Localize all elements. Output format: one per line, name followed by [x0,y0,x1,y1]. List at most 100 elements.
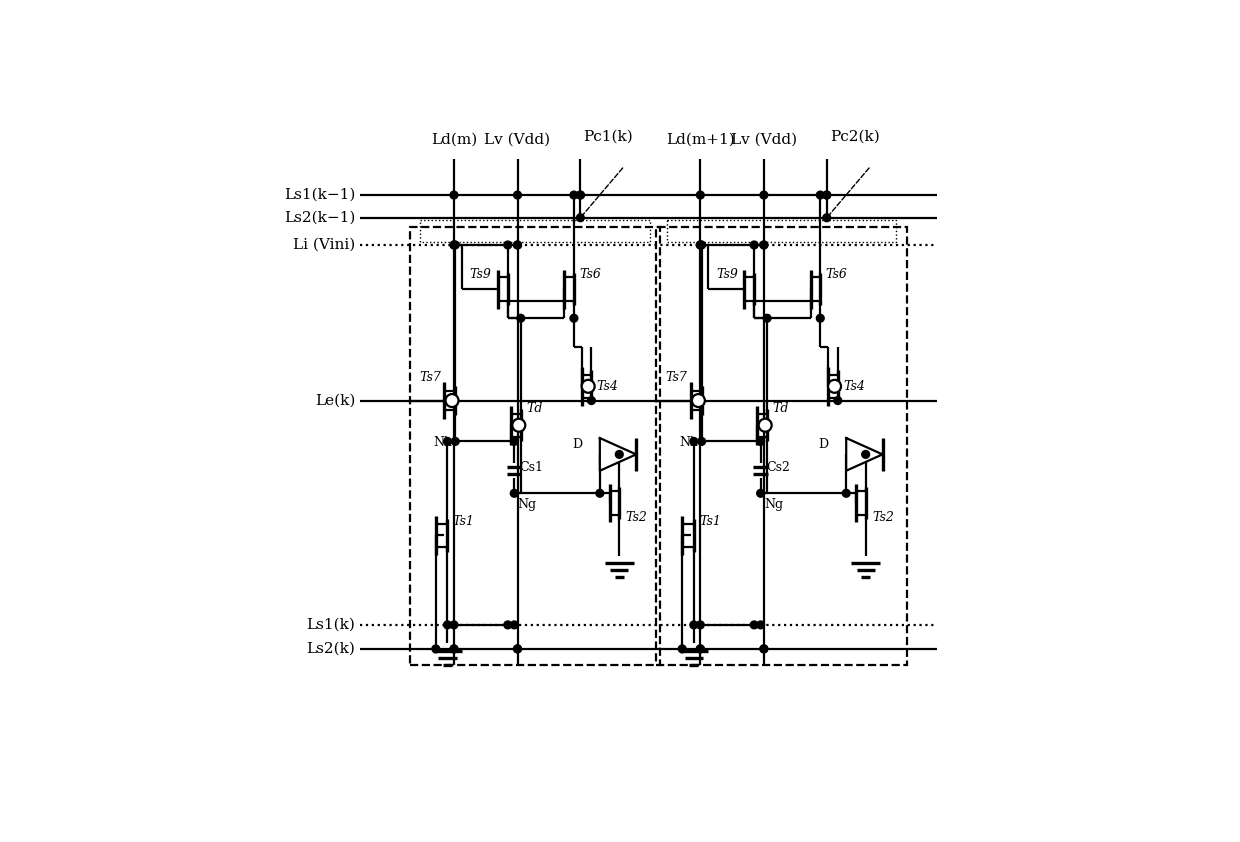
Circle shape [451,241,459,249]
Circle shape [697,645,704,653]
Circle shape [432,645,440,653]
Text: Ls2(k−1): Ls2(k−1) [284,210,356,225]
Circle shape [582,380,595,392]
Circle shape [678,645,686,653]
Circle shape [760,191,768,199]
Circle shape [697,241,704,249]
Text: Li (Vini): Li (Vini) [293,238,356,252]
Circle shape [756,621,765,629]
Circle shape [511,489,518,497]
Polygon shape [600,438,636,471]
Text: Pc1(k): Pc1(k) [584,129,634,143]
Text: Cs1: Cs1 [520,461,543,474]
Circle shape [750,241,758,249]
Text: Ts7: Ts7 [666,371,687,384]
Circle shape [513,645,521,653]
Circle shape [823,191,831,199]
Text: Lv (Vdd): Lv (Vdd) [485,132,551,147]
Circle shape [816,191,825,199]
Circle shape [823,214,831,221]
Circle shape [577,191,584,199]
Text: Ts9: Ts9 [715,269,738,281]
Polygon shape [846,438,883,471]
Text: Ts2: Ts2 [626,511,647,524]
Circle shape [511,621,518,629]
Text: Ts1: Ts1 [453,514,475,528]
Text: Ls2(k): Ls2(k) [306,642,356,656]
Circle shape [823,191,831,199]
Circle shape [615,450,624,458]
Circle shape [596,489,604,497]
Circle shape [756,489,765,497]
Text: D: D [818,438,828,451]
Circle shape [689,621,698,629]
Circle shape [503,621,512,629]
Circle shape [444,621,451,629]
Circle shape [698,241,706,249]
Text: Ls1(k): Ls1(k) [306,618,356,632]
Circle shape [444,438,451,445]
Circle shape [698,438,706,445]
Circle shape [759,418,771,432]
Circle shape [697,621,704,629]
Text: Td: Td [526,402,542,415]
Text: Nh: Nh [680,436,698,450]
Text: Ts6: Ts6 [579,269,601,281]
Circle shape [862,450,869,458]
Circle shape [760,645,768,653]
Circle shape [577,191,584,199]
Circle shape [511,438,518,445]
Text: Nh: Nh [433,436,453,450]
Text: Ts2: Ts2 [872,511,894,524]
Text: Ts6: Ts6 [826,269,847,281]
Circle shape [450,645,458,653]
Circle shape [513,241,521,249]
Text: Cs2: Cs2 [766,461,790,474]
Circle shape [513,241,521,249]
Text: D: D [572,438,583,451]
Circle shape [512,418,526,432]
Text: Td: Td [773,402,789,415]
Circle shape [756,438,765,445]
Text: Ls1(k−1): Ls1(k−1) [284,188,356,202]
Circle shape [816,314,825,322]
Text: Ts1: Ts1 [699,514,720,528]
Circle shape [697,191,704,199]
Circle shape [764,314,771,322]
Circle shape [828,380,841,392]
Circle shape [842,489,851,497]
Circle shape [570,191,578,199]
Circle shape [450,645,458,653]
Text: Ts9: Ts9 [470,269,491,281]
Circle shape [450,621,458,629]
Circle shape [692,394,704,407]
Circle shape [760,645,768,653]
Circle shape [513,645,521,653]
Text: Ld(m): Ld(m) [430,132,477,147]
Circle shape [697,241,704,249]
Text: Pc2(k): Pc2(k) [830,129,879,143]
Circle shape [450,241,458,249]
Text: Ts4: Ts4 [843,380,864,393]
Text: Ld(m+1): Ld(m+1) [666,132,735,147]
Circle shape [689,438,698,445]
Text: Ts7: Ts7 [419,371,441,384]
Circle shape [760,241,768,249]
Circle shape [503,241,512,249]
Text: Le(k): Le(k) [315,393,356,408]
Circle shape [451,438,459,445]
Text: Ts4: Ts4 [596,380,619,393]
Circle shape [833,397,842,404]
Text: Ng: Ng [517,498,537,511]
Circle shape [570,314,578,322]
Circle shape [577,214,584,221]
Circle shape [697,645,704,653]
Circle shape [450,191,458,199]
Circle shape [450,241,458,249]
Circle shape [588,397,595,404]
Circle shape [517,314,525,322]
Circle shape [750,621,758,629]
Text: Ng: Ng [764,498,782,511]
Circle shape [445,394,459,407]
Circle shape [513,191,521,199]
